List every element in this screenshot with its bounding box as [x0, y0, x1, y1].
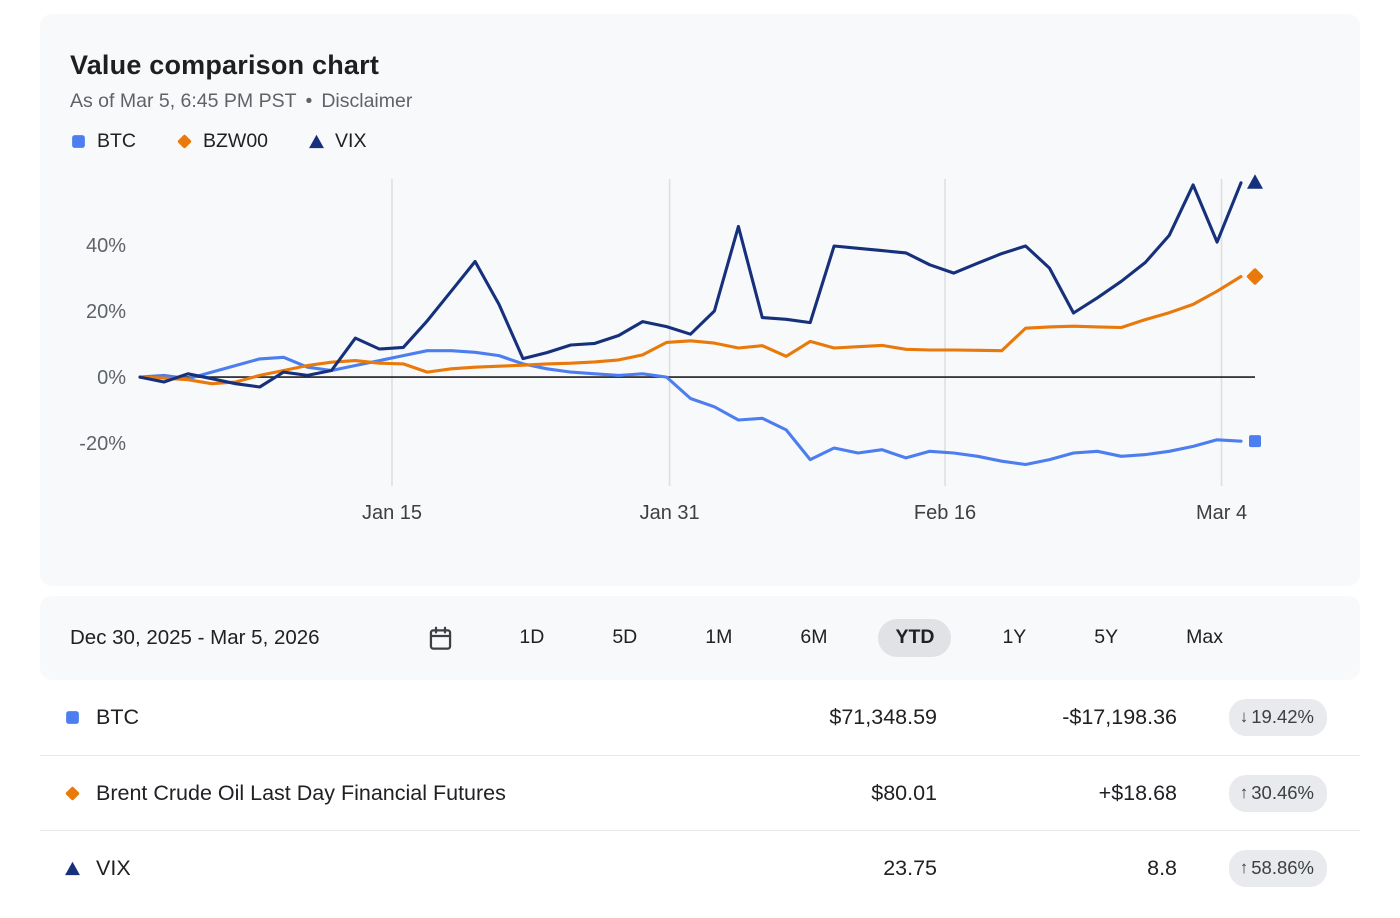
legend-label: VIX — [335, 130, 367, 152]
y-axis-label: 40% — [86, 235, 126, 257]
series-line-bzw00 — [138, 274, 1243, 386]
chart-card: Value comparison chart As of Mar 5, 6:45… — [40, 14, 1360, 586]
dot-separator: • — [305, 90, 313, 112]
quote-name-cell: VIX — [64, 856, 677, 881]
x-axis-label: Jan 31 — [640, 502, 700, 524]
as-of-timestamp: As of Mar 5, 6:45 PM PST — [70, 90, 297, 112]
quote-change: +$18.68 — [1098, 780, 1177, 805]
series-end-square-marker — [1249, 435, 1261, 448]
legend-item-btc[interactable]: BTC — [70, 130, 136, 153]
table-row[interactable]: VIX 23.75 8.8 ↑ 58.86% — [40, 830, 1360, 905]
diamond-marker-icon — [64, 785, 81, 802]
legend-item-vix[interactable]: VIX — [308, 130, 366, 153]
x-axis-label: Mar 4 — [1196, 502, 1247, 524]
y-axis-label: 0% — [97, 367, 126, 389]
date-range-label: Dec 30, 2025 - Mar 5, 2026 — [70, 626, 320, 649]
percent-badge: ↑ 30.46% — [1228, 774, 1327, 812]
square-marker-icon — [70, 133, 87, 150]
series-line-btc — [138, 349, 1243, 467]
quote-name-cell: BTC — [64, 705, 677, 730]
series-end-triangle-marker — [1247, 174, 1263, 189]
quote-percent-cell: ↑ 30.46% — [1177, 774, 1327, 812]
range-buttons: 1D 5D 1M 6M YTD 1Y 5Y Max — [502, 619, 1240, 657]
range-bar: Dec 30, 2025 - Mar 5, 2026 1D 5D 1M 6M YTD 1Y… — [40, 596, 1360, 680]
range-button-5d[interactable]: 5D — [595, 619, 654, 657]
diamond-marker-icon — [176, 133, 193, 150]
range-button-5y[interactable]: 5Y — [1077, 619, 1135, 657]
quote-name-cell: Brent Crude Oil Last Day Financial Futur… — [64, 781, 677, 806]
quote-percent-cell: ↓ 19.42% — [1177, 699, 1327, 736]
range-button-1y[interactable]: 1Y — [985, 619, 1043, 657]
series-line-vix — [138, 181, 1243, 389]
y-axis-label: -20% — [79, 433, 126, 455]
chart-subtitle: As of Mar 5, 6:45 PM PST • Disclaimer — [70, 90, 1330, 113]
page-title: Value comparison chart — [70, 50, 380, 80]
table-row[interactable]: BTC $71,348.59 -$17,198.36 ↓ 19.42% — [40, 680, 1360, 755]
x-axis-label: Jan 15 — [362, 502, 422, 524]
range-button-max[interactable]: Max — [1169, 619, 1240, 657]
quote-percent-cell: ↑ 58.86% — [1177, 849, 1327, 887]
quote-name: BTC — [96, 705, 139, 729]
down-arrow-icon: ↓ — [1239, 707, 1249, 726]
quote-name: VIX — [96, 855, 131, 880]
series-end-diamond-marker — [1246, 268, 1264, 285]
quote-price: 23.75 — [883, 855, 937, 880]
triangle-marker-icon — [64, 860, 81, 877]
legend-label: BTC — [97, 130, 136, 152]
square-marker-icon — [64, 709, 81, 726]
triangle-marker-icon — [308, 133, 325, 150]
up-arrow-icon: ↑ — [1239, 857, 1249, 877]
comparison-chart[interactable]: Jan 15 Jan 31 Feb 16 Mar 4 40% 20% 0% -20% — [40, 161, 1360, 541]
legend-label: BZW00 — [203, 130, 269, 152]
legend-item-bzw00[interactable]: BZW00 — [176, 130, 268, 153]
up-arrow-icon: ↑ — [1239, 782, 1249, 802]
x-axis-label: Feb 16 — [914, 502, 976, 524]
percent-badge: ↓ 19.42% — [1228, 699, 1327, 736]
range-controls: 1D 5D 1M 6M YTD 1Y 5Y Max — [423, 619, 1240, 657]
range-button-1d[interactable]: 1D — [502, 619, 561, 657]
range-button-1m[interactable]: 1M — [688, 619, 749, 657]
quote-change: 8.8 — [1147, 855, 1177, 880]
disclaimer-link[interactable]: Disclaimer — [321, 90, 413, 112]
quote-change: -$17,198.36 — [1062, 705, 1177, 729]
calendar-icon[interactable] — [423, 621, 458, 656]
range-button-ytd[interactable]: YTD — [878, 619, 952, 657]
quote-price: $71,348.59 — [829, 705, 937, 729]
quote-name: Brent Crude Oil Last Day Financial Futur… — [96, 780, 506, 805]
quote-price: $80.01 — [871, 780, 937, 805]
range-button-6m[interactable]: 6M — [783, 619, 844, 657]
chart-header: Value comparison chart As of Mar 5, 6:45… — [40, 14, 1360, 153]
y-axis-label: 20% — [86, 301, 126, 323]
quotes-table: BTC $71,348.59 -$17,198.36 ↓ 19.42% Brent Cru… — [40, 680, 1360, 905]
percent-badge: ↑ 58.86% — [1228, 849, 1327, 887]
legend: BTC BZW00 VIX — [70, 130, 1330, 153]
table-row[interactable]: Brent Crude Oil Last Day Financial Futur… — [40, 755, 1360, 830]
